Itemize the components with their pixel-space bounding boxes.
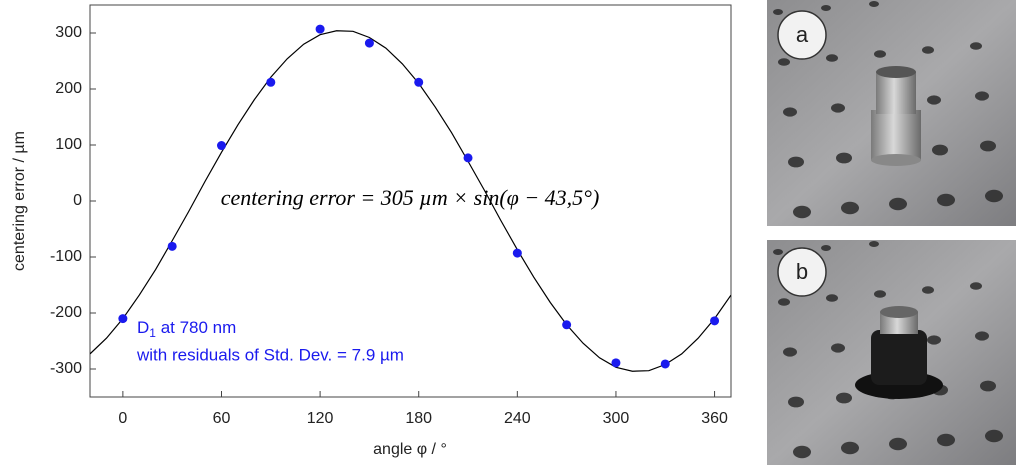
y-tick-label: -300: [50, 360, 82, 377]
x-tick-label: 360: [701, 410, 728, 427]
hole: [970, 42, 982, 50]
hole: [836, 152, 852, 164]
hole: [826, 54, 838, 62]
y-tick-label: -200: [50, 304, 82, 321]
hole: [980, 380, 996, 392]
hole: [937, 193, 955, 207]
panel-badge: [777, 247, 827, 297]
x-tick-label: 300: [603, 410, 630, 427]
y-axis-label: centering error / µm: [11, 131, 28, 271]
data-point: [463, 153, 473, 163]
hole: [975, 91, 989, 101]
hole: [826, 294, 838, 302]
hole: [874, 290, 886, 298]
post-base: [871, 154, 921, 166]
hole: [788, 396, 804, 408]
x-tick-label: 120: [307, 410, 334, 427]
post: [871, 110, 921, 160]
x-tick-label: 60: [213, 410, 231, 427]
y-tick-label: 0: [73, 192, 82, 209]
x-tick-label: 240: [504, 410, 531, 427]
hole: [985, 429, 1003, 443]
data-point: [266, 77, 276, 87]
hole: [831, 103, 845, 113]
hole: [788, 156, 804, 168]
y-tick-label: 100: [55, 136, 82, 153]
hole: [975, 331, 989, 341]
grommet: [871, 330, 927, 385]
hole: [927, 95, 941, 105]
x-tick-label: 180: [405, 410, 432, 427]
hole: [922, 286, 934, 294]
annotation-rest: at 780 nm: [156, 318, 236, 337]
hole: [793, 445, 811, 459]
hole: [841, 201, 859, 215]
data-point: [118, 314, 128, 324]
fit-curve: [90, 30, 731, 372]
hole: [841, 441, 859, 455]
hole: [985, 189, 1003, 203]
hole: [831, 343, 845, 353]
annotation-main: D: [137, 318, 149, 337]
panel-label: b: [796, 259, 808, 284]
post-socket: [876, 66, 916, 78]
hole: [778, 58, 790, 66]
panel-label: a: [796, 22, 809, 47]
plot: -300 -200 -100 0 100 200 300 0 60 120 180 240 300 360: [50, 4, 732, 427]
screw-socket: [880, 306, 918, 318]
data-point: [216, 141, 226, 151]
hole: [836, 392, 852, 404]
hole: [980, 140, 996, 152]
x-axis-label: angle φ / °: [373, 441, 447, 458]
hole: [932, 144, 948, 156]
photo-a: a: [767, 0, 1016, 226]
panel-badge: [777, 10, 827, 60]
hole: [970, 282, 982, 290]
annotation-line2: with residuals of Std. Dev. = 7.9 µm: [136, 345, 404, 364]
annotation-line1: D1 at 780 nm: [137, 318, 236, 340]
hole: [937, 433, 955, 447]
y-tick-label: 300: [55, 24, 82, 41]
data-point: [414, 77, 424, 87]
post-top: [876, 72, 916, 114]
annotation-sub: 1: [149, 326, 156, 340]
hole: [783, 107, 797, 117]
data-point: [562, 320, 572, 330]
hole: [889, 437, 907, 451]
data-point: [611, 358, 621, 368]
hole: [778, 298, 790, 306]
hole: [773, 249, 783, 255]
hole: [773, 9, 783, 15]
hole: [874, 50, 886, 58]
screw-head: [880, 312, 918, 334]
data-point: [315, 24, 325, 34]
hole: [922, 46, 934, 54]
y-tick-label: 200: [55, 80, 82, 97]
hole: [927, 335, 941, 345]
hole: [869, 1, 879, 7]
hole: [821, 5, 831, 11]
equation: centering error = 305 µm × sin(φ − 43,5°…: [221, 185, 600, 210]
data-point: [364, 38, 374, 48]
hole: [869, 241, 879, 247]
data-point: [167, 241, 177, 251]
plot-frame: [89, 4, 732, 398]
x-tick-label: 0: [118, 410, 127, 427]
data-point: [512, 248, 522, 258]
photo-b: b: [767, 240, 1016, 465]
hole: [889, 197, 907, 211]
hole: [783, 347, 797, 357]
data-point: [660, 359, 670, 369]
hole: [793, 205, 811, 219]
hole: [821, 245, 831, 251]
y-tick-label: -100: [50, 248, 82, 265]
data-point: [710, 316, 720, 326]
